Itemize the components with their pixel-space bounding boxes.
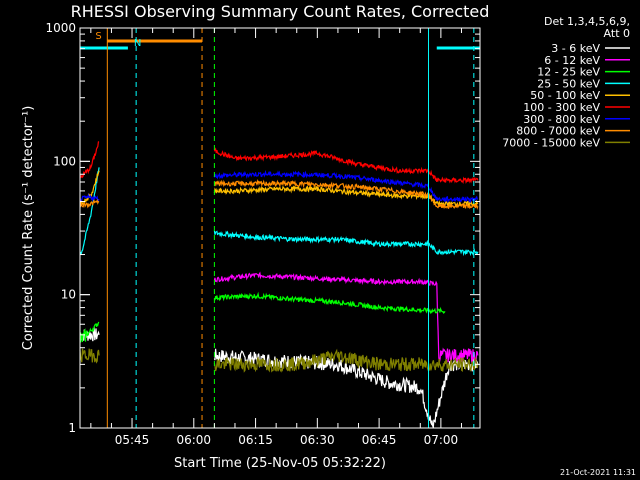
detector-line-2: Att 0 [604,27,630,40]
flag-label-2: N [134,38,141,49]
generated-timestamp: 21-Oct-2021 11:31 [560,468,636,477]
series-4 [79,167,479,257]
legend-label-3: 12 - 25 keV [537,66,600,79]
x-tick-label-4: 06:30 [300,433,335,447]
series-2-segment-1 [213,271,479,365]
series-8 [79,178,479,210]
flag-bars: SN [80,31,480,50]
legend-label-5: 50 - 100 keV [530,89,600,102]
series-8-segment-2 [213,178,479,210]
y-axis-label: Corrected Count Rate (s⁻¹ detector⁻¹) [21,106,36,351]
y-axis-ticks: 1 10 100 1000 [45,21,480,435]
y-tick-label-3: 100 [53,154,76,168]
series-lines [79,141,479,428]
x-tick-label-5: 06:45 [362,433,397,447]
y-tick-label-1: 1 [68,421,76,435]
legend-label-7: 300 - 800 keV [523,113,600,126]
legend-label-4: 25 - 50 keV [537,77,600,90]
y-tick-label-4: 1000 [45,21,76,35]
series-4-segment-1 [79,167,100,255]
detector-line-1: Det 1,3,4,5,6,9, [544,15,630,28]
x-tick-label-1: 05:45 [115,433,150,447]
series-7 [79,169,478,204]
x-tick-label-6: 07:00 [424,433,459,447]
y-tick-label-2: 10 [61,288,76,302]
x-axis-label: Start Time (25-Nov-05 05:32:22) [174,456,386,471]
series-7-segment-2 [213,169,478,204]
series-9 [79,348,479,373]
x-tick-label-2: 06:00 [176,433,211,447]
series-6 [79,141,479,184]
series-6-segment-1 [79,141,100,179]
series-6-segment-2 [213,147,479,184]
chart-title: RHESSI Observing Summary Count Rates, Co… [71,2,490,21]
series-9-segment-2 [213,348,479,373]
plot-frame [79,27,481,429]
series-4-segment-2 [213,230,479,257]
series-9-segment-1 [79,348,100,364]
legend-label-2: 6 - 12 keV [544,54,600,67]
series-3-segment-2 [214,291,446,315]
x-tick-label-3: 06:15 [238,433,273,447]
legend-label-8: 800 - 7000 keV [516,125,600,138]
legend-label-1: 3 - 6 keV [551,42,600,55]
flag-label-1: S [95,31,101,42]
series-8-segment-1 [79,198,100,209]
series-7-segment-1 [79,193,100,204]
legend-label-9: 7000 - 15000 keV [502,136,600,149]
x-axis-ticks: 05:45 06:00 06:15 06:30 06:45 07:00 [90,28,462,447]
series-3 [79,291,446,343]
series-3-segment-1 [79,321,100,343]
event-lines [106,28,475,428]
legend-label-6: 100 - 300 keV [523,101,600,114]
series-2 [213,271,479,365]
